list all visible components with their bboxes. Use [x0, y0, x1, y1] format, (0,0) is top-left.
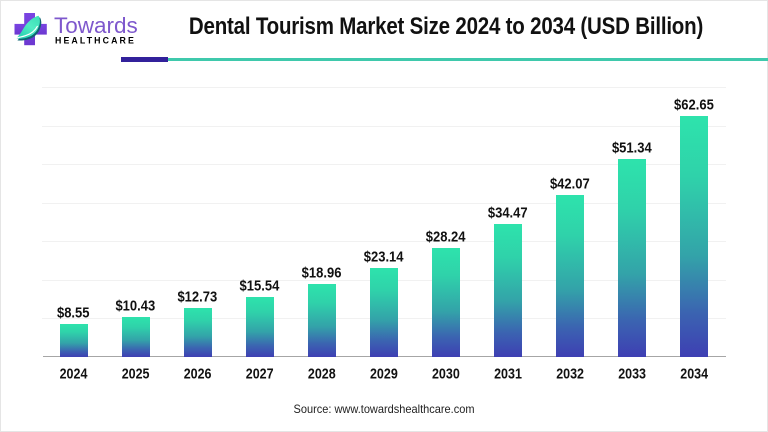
- svg-text:Towards: Towards: [54, 13, 138, 38]
- svg-text:HEALTHCARE: HEALTHCARE: [55, 35, 136, 45]
